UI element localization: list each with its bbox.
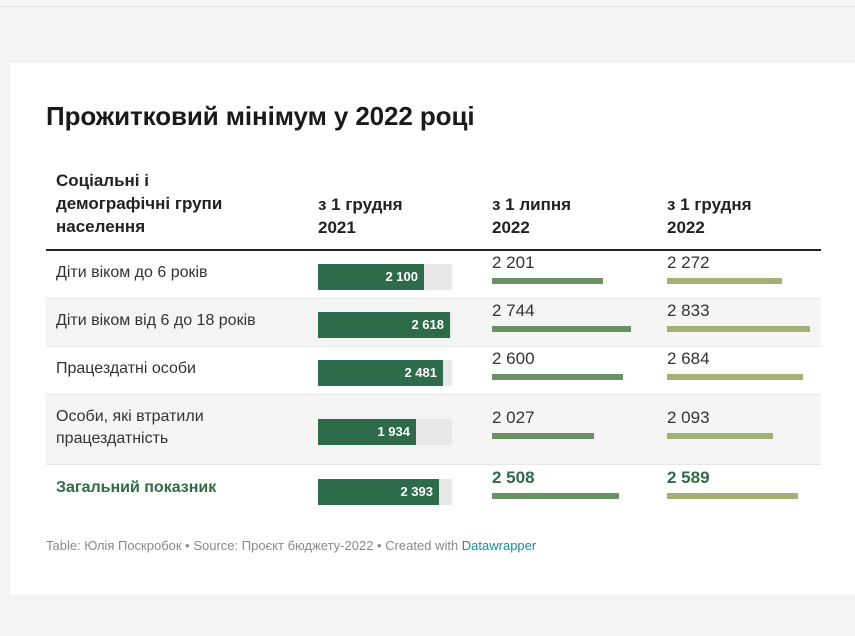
bar-dec-2021-fill <box>318 312 450 338</box>
header-rule <box>46 249 821 251</box>
bar-jul-2022 <box>492 433 594 439</box>
table-row-total: Загальний показник 2 393 2 508 2 589 <box>46 465 821 515</box>
table-header: Соціальні і демографічні групи населення… <box>46 169 821 249</box>
value-jul-2022: 2 508 <box>492 468 535 487</box>
bar-jul-2022 <box>492 278 603 284</box>
row-label: Загальний показник <box>56 479 217 496</box>
value-jul-2022: 2 027 <box>492 408 535 427</box>
row-divider <box>46 394 821 395</box>
table-row: Діти віком до 6 років 2 100 2 201 2 272 <box>46 251 821 299</box>
bar-dec-2021-label: 2 100 <box>385 269 418 284</box>
bar-jul-2022 <box>492 374 623 380</box>
value-dec-2022: 2 272 <box>667 253 710 272</box>
value-dec-2022: 2 833 <box>667 301 710 320</box>
bar-dec-2021-fill <box>318 419 416 445</box>
bar-dec-2021-fill <box>318 479 439 505</box>
bar-dec-2021-label: 2 618 <box>411 317 444 332</box>
table-row: Особи, які втратили працездатність 1 934 2 … <box>46 395 821 465</box>
row-label: Діти віком від 6 до 18 років <box>56 312 256 329</box>
bar-dec-2021: 2 100 <box>318 264 452 290</box>
bar-jul-2022 <box>492 326 631 332</box>
bar-dec-2021-fill <box>318 360 443 386</box>
bar-dec-2021: 2 481 <box>318 360 452 386</box>
header-jul-2022: з 1 липня 2022 <box>492 195 572 237</box>
row-label: Особи, які втратили працездатність <box>56 408 204 447</box>
value-jul-2022: 2 201 <box>492 253 535 272</box>
value-dec-2022: 2 589 <box>667 468 710 487</box>
row-divider <box>46 464 821 465</box>
table-title: Прожитковий мінімум у 2022 році <box>46 101 475 131</box>
row-label: Працездатні особи <box>56 360 196 377</box>
bar-dec-2021-label: 2 481 <box>404 365 437 380</box>
bar-dec-2021-label: 1 934 <box>377 424 410 439</box>
bar-dec-2022 <box>667 326 810 332</box>
bar-dec-2021: 2 393 <box>318 479 452 505</box>
row-divider <box>46 298 821 299</box>
bar-dec-2021: 1 934 <box>318 419 452 445</box>
header-dec-2022: з 1 грудня 2022 <box>667 195 752 237</box>
table-row: Працездатні особи 2 481 2 600 2 684 <box>46 347 821 395</box>
bar-dec-2021-fill <box>318 264 424 290</box>
table-card: Прожитковий мінімум у 2022 році Соціальн… <box>10 63 855 595</box>
header-dec-2021: з 1 грудня 2021 <box>318 195 403 237</box>
value-dec-2022: 2 684 <box>667 349 710 368</box>
top-divider <box>0 6 855 7</box>
bar-dec-2021: 2 618 <box>318 312 452 338</box>
table-row: Діти віком від 6 до 18 років 2 618 2 744 2 … <box>46 299 821 347</box>
bar-jul-2022 <box>492 493 619 499</box>
value-jul-2022: 2 744 <box>492 301 535 320</box>
bar-dec-2022 <box>667 433 773 439</box>
row-label: Діти віком до 6 років <box>56 264 208 281</box>
header-group: Соціальні і демографічні групи населення <box>56 171 223 236</box>
value-jul-2022: 2 600 <box>492 349 535 368</box>
value-dec-2022: 2 093 <box>667 408 710 427</box>
row-divider <box>46 346 821 347</box>
bar-dec-2022 <box>667 493 798 499</box>
bar-dec-2022 <box>667 278 782 284</box>
datawrapper-link[interactable]: Datawrapper <box>461 538 537 553</box>
table-footer: Table: Юлія Поскробок • Source: Проєкт б… <box>46 538 537 553</box>
bar-dec-2021-label: 2 393 <box>400 484 433 499</box>
bar-dec-2022 <box>667 374 803 380</box>
